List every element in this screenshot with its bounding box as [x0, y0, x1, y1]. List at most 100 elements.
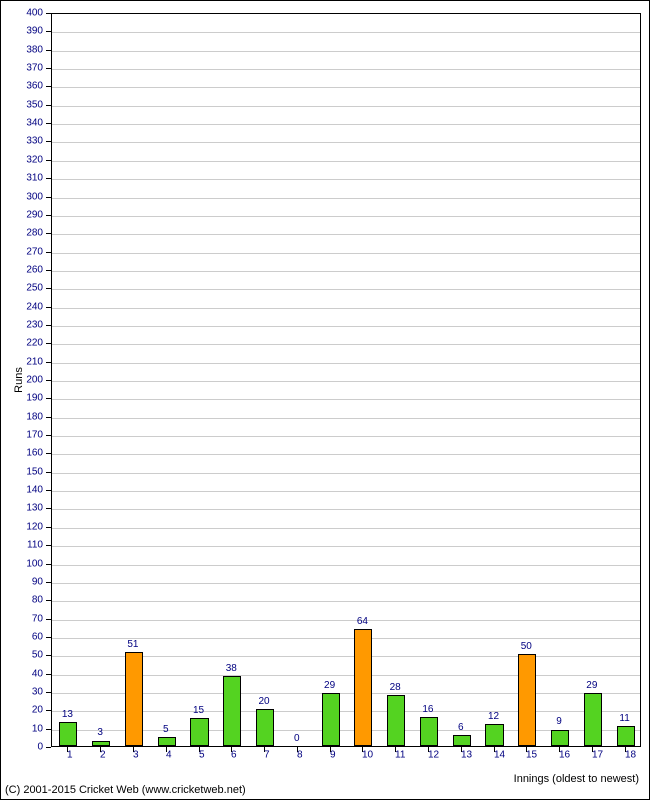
- bar-value-label: 13: [62, 709, 73, 720]
- ytick-label: 350: [1, 99, 43, 110]
- ytick-mark: [46, 582, 51, 583]
- bar: [354, 629, 372, 746]
- ytick-mark: [46, 197, 51, 198]
- xtick-label: 11: [395, 750, 405, 761]
- gridline: [52, 308, 640, 309]
- gridline: [52, 418, 640, 419]
- gridline: [52, 528, 640, 529]
- ytick-label: 140: [1, 485, 43, 496]
- ytick-mark: [46, 417, 51, 418]
- ytick-mark: [46, 105, 51, 106]
- ytick-label: 230: [1, 319, 43, 330]
- ytick-mark: [46, 453, 51, 454]
- xtick-label: 10: [362, 750, 373, 761]
- xtick-label: 8: [297, 750, 303, 761]
- gridline: [52, 106, 640, 107]
- ytick-label: 60: [1, 631, 43, 642]
- ytick-label: 220: [1, 338, 43, 349]
- gridline: [52, 69, 640, 70]
- ytick-mark: [46, 50, 51, 51]
- ytick-label: 110: [1, 540, 43, 551]
- ytick-label: 290: [1, 209, 43, 220]
- ytick-label: 170: [1, 430, 43, 441]
- ytick-label: 20: [1, 705, 43, 716]
- gridline: [52, 32, 640, 33]
- xtick-label: 16: [559, 750, 570, 761]
- gridline: [52, 271, 640, 272]
- ytick-label: 260: [1, 264, 43, 275]
- bar: [158, 737, 176, 746]
- gridline: [52, 509, 640, 510]
- xtick-label: 4: [166, 750, 172, 761]
- ytick-label: 300: [1, 191, 43, 202]
- xtick-label: 2: [100, 750, 106, 761]
- ytick-mark: [46, 508, 51, 509]
- ytick-label: 200: [1, 375, 43, 386]
- bar-value-label: 0: [294, 733, 300, 744]
- ytick-label: 10: [1, 723, 43, 734]
- ytick-label: 150: [1, 466, 43, 477]
- ytick-label: 80: [1, 595, 43, 606]
- gridline: [52, 87, 640, 88]
- ytick-mark: [46, 619, 51, 620]
- xtick-label: 12: [428, 750, 439, 761]
- bar: [453, 735, 471, 746]
- ytick-mark: [46, 380, 51, 381]
- ytick-label: 180: [1, 411, 43, 422]
- bar-value-label: 64: [357, 616, 368, 627]
- ytick-mark: [46, 655, 51, 656]
- ytick-label: 360: [1, 81, 43, 92]
- ytick-label: 30: [1, 686, 43, 697]
- ytick-label: 190: [1, 393, 43, 404]
- ytick-mark: [46, 68, 51, 69]
- ytick-mark: [46, 362, 51, 363]
- xaxis-title: Innings (oldest to newest): [514, 773, 639, 785]
- xtick-label: 14: [494, 750, 505, 761]
- gridline: [52, 491, 640, 492]
- bar-value-label: 12: [488, 711, 499, 722]
- gridline: [52, 253, 640, 254]
- ytick-mark: [46, 307, 51, 308]
- gridline: [52, 124, 640, 125]
- ytick-label: 320: [1, 154, 43, 165]
- bar-value-label: 9: [556, 716, 562, 727]
- gridline: [52, 381, 640, 382]
- ytick-label: 330: [1, 136, 43, 147]
- ytick-mark: [46, 472, 51, 473]
- ytick-mark: [46, 123, 51, 124]
- ytick-mark: [46, 674, 51, 675]
- ytick-label: 280: [1, 228, 43, 239]
- bar: [518, 654, 536, 746]
- bar: [551, 730, 569, 747]
- gridline: [52, 638, 640, 639]
- gridline: [52, 234, 640, 235]
- bar: [617, 726, 635, 746]
- bar: [387, 695, 405, 746]
- ytick-mark: [46, 13, 51, 14]
- ytick-mark: [46, 637, 51, 638]
- bar-value-label: 38: [226, 663, 237, 674]
- ytick-label: 0: [1, 742, 43, 753]
- xtick-label: 17: [592, 750, 603, 761]
- ytick-mark: [46, 729, 51, 730]
- ytick-label: 370: [1, 63, 43, 74]
- gridline: [52, 51, 640, 52]
- bar: [92, 741, 110, 747]
- xtick-label: 5: [199, 750, 205, 761]
- gridline: [52, 363, 640, 364]
- ytick-mark: [46, 747, 51, 748]
- plot-area: [51, 13, 641, 747]
- bar: [223, 676, 241, 746]
- ytick-label: 70: [1, 613, 43, 624]
- gridline: [52, 565, 640, 566]
- gridline: [52, 179, 640, 180]
- ytick-mark: [46, 435, 51, 436]
- bar: [256, 709, 274, 746]
- ytick-label: 390: [1, 26, 43, 37]
- ytick-mark: [46, 692, 51, 693]
- ytick-mark: [46, 270, 51, 271]
- bar-value-label: 50: [521, 641, 532, 652]
- ytick-mark: [46, 527, 51, 528]
- bar: [59, 722, 77, 746]
- ytick-mark: [46, 325, 51, 326]
